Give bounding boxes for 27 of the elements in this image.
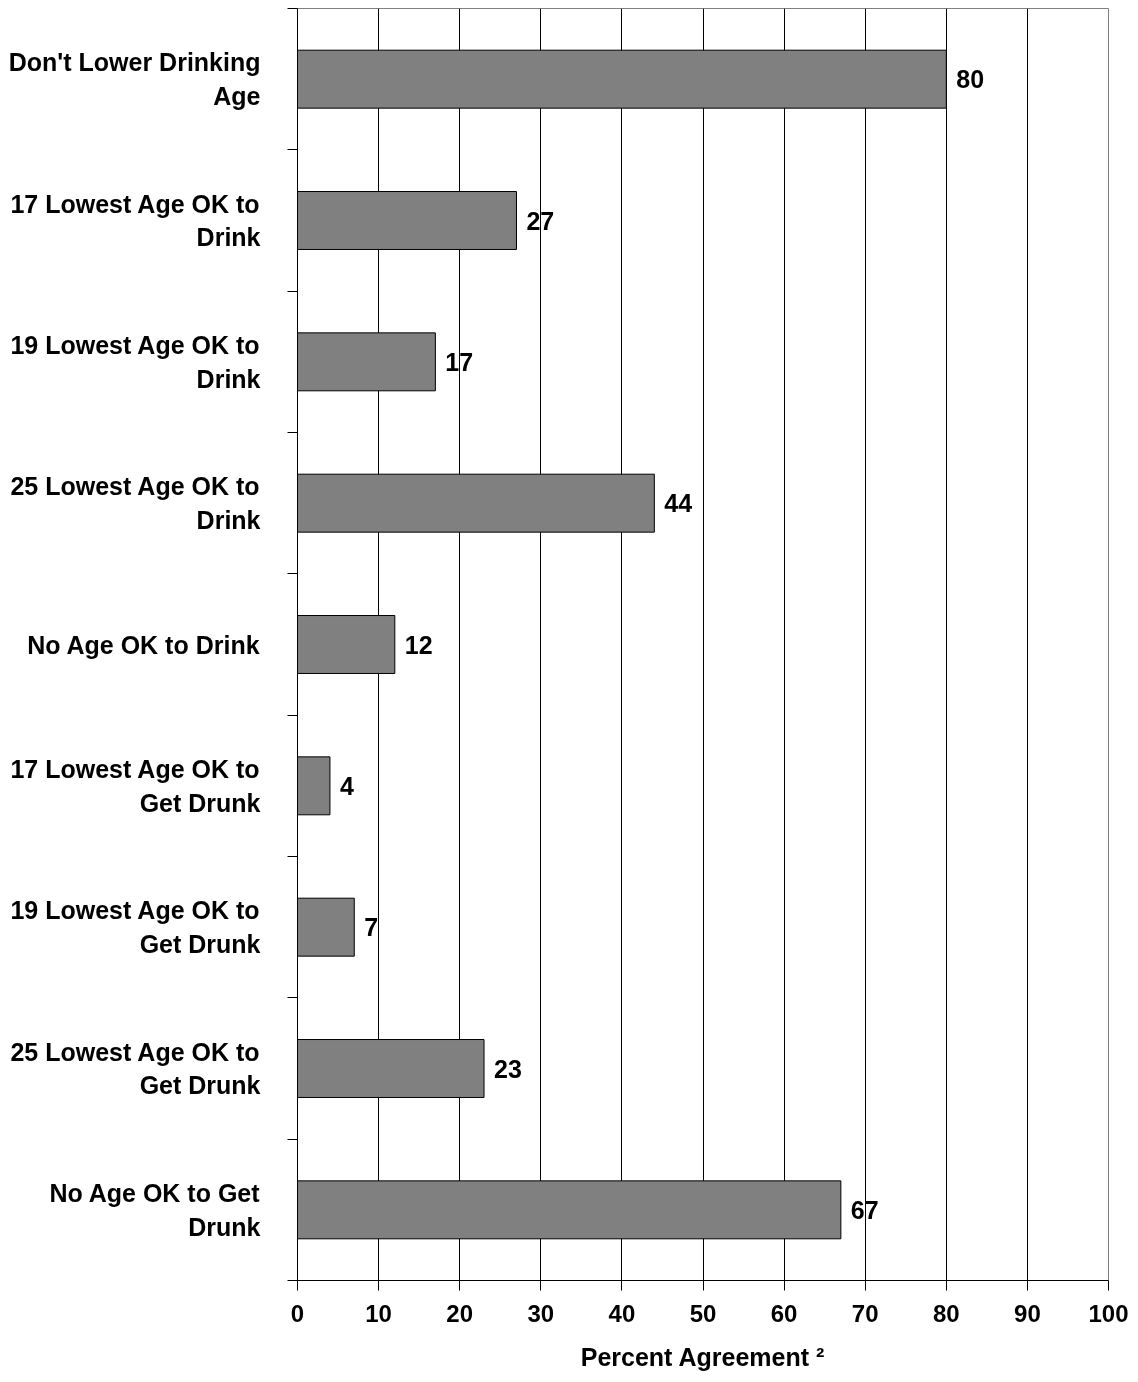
data-label: 80 — [956, 65, 985, 94]
x-tick-label: 70 — [851, 1299, 879, 1327]
x-tick-label: 0 — [290, 1299, 305, 1327]
y-tick-label: No Age OK to Get Drunk — [49, 1179, 261, 1241]
x-tick-label: 40 — [608, 1299, 636, 1327]
x-tick-label: 60 — [770, 1299, 798, 1327]
x-tick-label: 80 — [932, 1299, 960, 1327]
y-tick-label: 19 Lowest Age OK to Drink — [10, 331, 261, 393]
y-tick-label: Don't Lower Drinking Age — [8, 48, 261, 110]
x-tick-label: 10 — [365, 1299, 392, 1327]
x-tick-label: 20 — [446, 1299, 474, 1327]
y-tick-label: 17 Lowest Age OK to Drink — [10, 189, 261, 252]
data-label: 44 — [664, 489, 693, 518]
y-tick-label: 25 Lowest Age OK to Get Drunk — [10, 1037, 261, 1100]
x-tick-label: 90 — [1014, 1299, 1041, 1327]
x-axis-title: Percent Agreement ² — [580, 1342, 825, 1371]
x-tick-label: 30 — [527, 1299, 555, 1327]
x-tick-label: 50 — [689, 1299, 717, 1327]
data-label: 4 — [339, 771, 354, 800]
y-tick-label: No Age OK to Drink — [27, 630, 260, 659]
data-label: 23 — [494, 1054, 522, 1083]
y-tick-label: 25 Lowest Age OK to Drink — [10, 472, 261, 534]
y-tick-label: 19 Lowest Age OK to Get Drunk — [10, 896, 261, 958]
data-label: 12 — [404, 630, 433, 659]
y-tick-label: 17 Lowest Age OK to Get Drunk — [10, 755, 261, 817]
data-label: 7 — [364, 913, 379, 942]
x-tick-label: 100 — [1088, 1299, 1129, 1327]
